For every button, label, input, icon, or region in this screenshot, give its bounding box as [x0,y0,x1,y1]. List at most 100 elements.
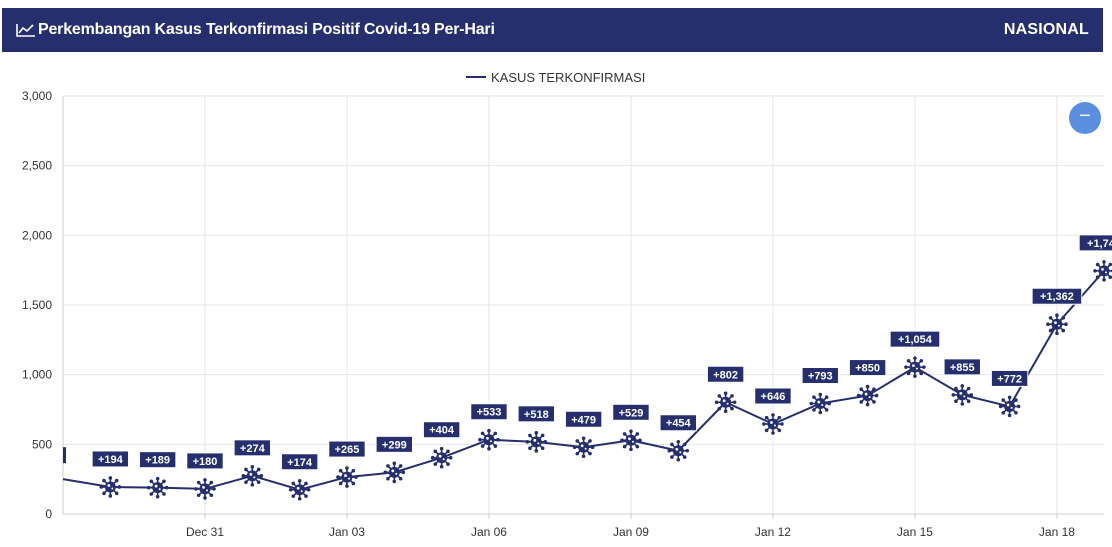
virus-spike-tip [256,480,261,484]
virus-marker [194,478,216,500]
data-label-box [943,358,981,376]
virus-spike-tip [1007,395,1012,400]
data-label: +1,745 [1087,238,1112,250]
virus-spike-tip [528,446,532,450]
virus-spike-tip [629,429,633,434]
virus-spot [107,484,111,487]
virus-spot [111,487,114,490]
virus-spike-tip [108,494,113,498]
virus-spike-tip [717,406,722,411]
virus-spot [442,458,445,461]
data-label-box [564,410,603,428]
virus-spot [1105,271,1107,274]
virus-spike-tip [351,468,356,473]
virus-spot [1010,406,1013,409]
virus-spike-tip [906,358,911,363]
virus-spike-tip [1108,275,1112,280]
x-tick-label: Dec 31 [186,525,224,539]
virus-spot [486,436,489,440]
virus-spike-tip [351,481,356,486]
virus-spike-tip [771,413,775,417]
virus-spike-tip [874,393,879,398]
virus-spike-tip [732,400,737,405]
virus-spike-tip [540,446,545,450]
virus-spike-tip [386,476,390,481]
virus-spot [249,472,253,476]
virus-spot [296,486,300,490]
chart-title: Perkembangan Kasus Terkonfirmasi Positif… [38,21,495,38]
virus-spike-tip [1095,275,1100,280]
virus-spot [253,476,256,479]
virus-spike-tip [1061,328,1066,333]
x-tick-label: Jan 12 [755,525,791,539]
data-label: +793 [808,371,833,383]
virus-body [767,418,779,430]
virus-spike-tip [1001,410,1006,415]
virus-spike-tip [1055,313,1059,318]
legend-label: KASUS TERKONFIRMASI [491,70,645,85]
virus-spike-tip [446,449,450,454]
virus-spike-tip [439,464,444,469]
data-label-box [659,414,697,432]
virus-spike-tip [723,391,728,396]
virus-spike-tip [259,474,264,478]
virus-marker [1093,260,1112,282]
virus-spike-tip [622,444,627,449]
virus-spike-tip [667,448,672,453]
data-label: +299 [382,439,407,451]
virus-spike-tip [777,428,782,433]
virus-spot [584,447,587,450]
virus-spike-tip [827,401,832,406]
virus-spot [722,399,726,403]
virus-spike-tip [1102,278,1106,282]
chart-axes: 0 500 1,000 1,500 2,000 2,500 3,000 Dec 31 Jan 0… [22,89,1104,539]
virus-spike-tip [966,386,971,391]
virus-spot [770,421,773,424]
virus-spike-tip [209,493,214,498]
virus-body [1051,318,1063,330]
data-label-box [990,369,1029,387]
virus-body [862,390,874,402]
data-label-box [422,421,461,439]
virus-spike-tip [108,476,113,480]
virus-spot [205,489,208,492]
virus-spike-tip [336,475,340,479]
virus-spike-tip [1046,322,1050,327]
virus-spot [915,367,918,370]
virus-spike-tip [398,476,403,481]
virus-spike-tip [244,480,248,484]
virus-body [436,452,448,464]
virus-spike-tip [493,431,498,436]
data-label-box [889,330,941,348]
virus-spike-tip [392,479,397,484]
line-chart-icon [16,23,36,37]
data-label-box [186,452,224,470]
data-label: +850 [855,363,880,375]
virus-marker [762,413,784,435]
data-label-box [138,451,177,469]
virus-spike-tip [448,455,453,460]
virus-spike-tip [872,400,876,404]
virus-spike-tip [730,406,734,411]
virus-spike-tip [581,454,586,459]
chart-legend[interactable]: KASUS TERKONFIRMASI [466,70,645,85]
virus-spike-tip [764,415,769,420]
virus-marker [336,466,358,488]
data-label-box [754,387,792,405]
data-label: +265 [335,444,360,456]
data-label: +454 [666,418,692,430]
virus-spot [631,440,634,443]
virus-spike-tip [212,487,216,491]
virus-spike-tip [149,479,154,484]
data-label-box [1078,234,1112,252]
virus-spike-tip [818,392,823,397]
data-label: +529 [619,407,644,419]
virus-body [625,434,637,446]
data-label-box [375,435,414,453]
virus-spike-tip [386,464,390,468]
zoom-out-button[interactable]: − [1069,102,1101,134]
virus-spike-tip [304,494,308,498]
virus-spike-tip [203,496,207,500]
x-tick-label: Jan 18 [1039,525,1075,539]
data-label: +533 [477,407,502,419]
